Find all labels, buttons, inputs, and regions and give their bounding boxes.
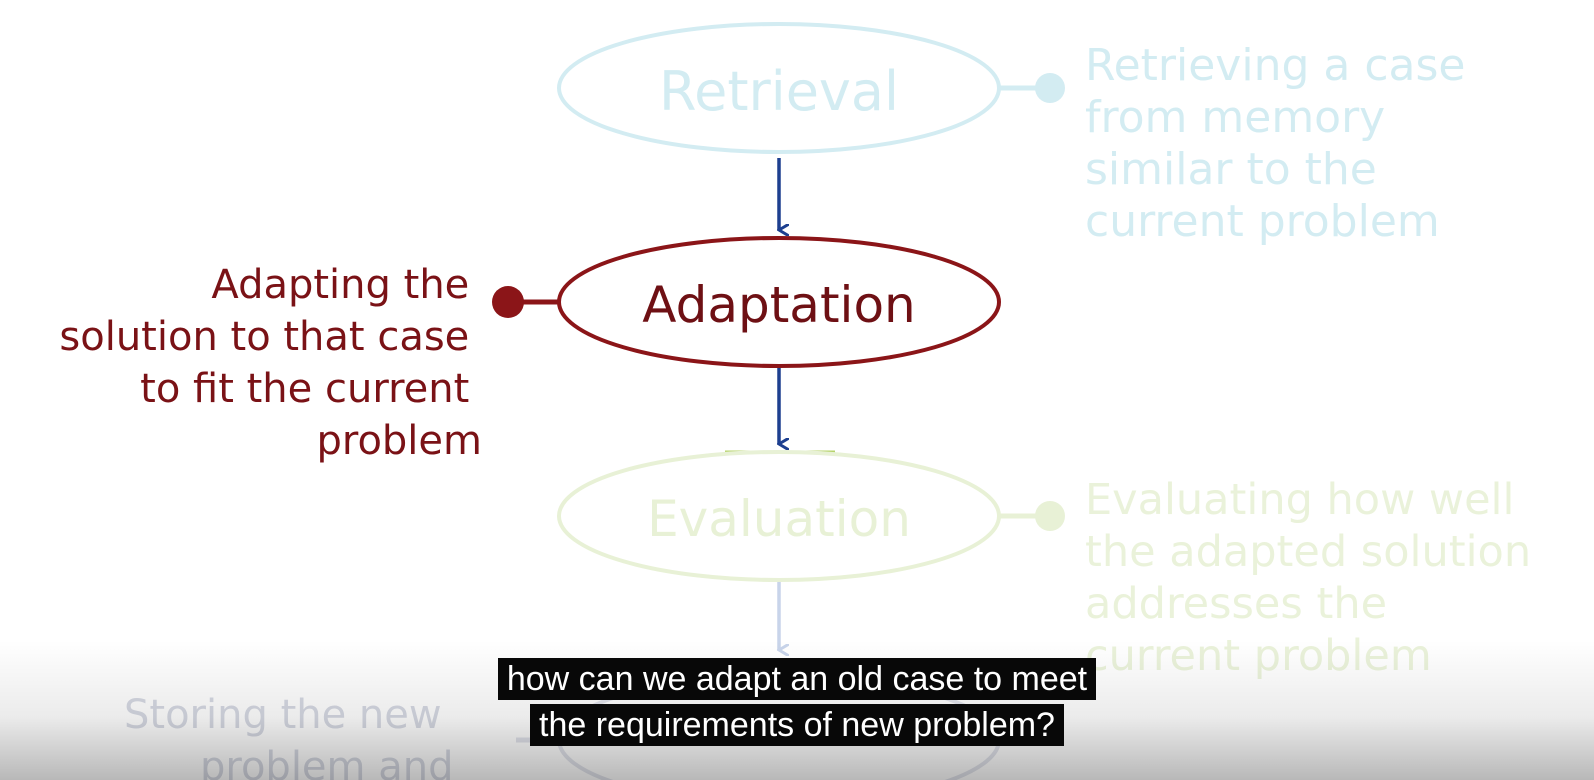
- retrieval-description: Retrieving a case from memory similar to…: [1085, 40, 1479, 247]
- retrieval-dot: [1035, 73, 1065, 103]
- adaptation-label: Adaptation: [642, 276, 915, 334]
- storage-description: Storing the new problem and: [124, 692, 454, 780]
- subtitle-captions: how can we adapt an old case to meet the…: [0, 658, 1594, 750]
- caption-line-1: how can we adapt an old case to meet: [497, 658, 1097, 700]
- retrieval-label: Retrieval: [659, 60, 899, 123]
- evaluation-label: Evaluation: [647, 490, 911, 548]
- caption-line-2: the requirements of new problem?: [530, 704, 1064, 746]
- evaluation-description: Evaluating how well the adapted solution…: [1085, 475, 1545, 681]
- adaptation-step: Adaptation Adapting the solution to that…: [59, 236, 1001, 464]
- adaptation-dot: [492, 286, 524, 318]
- retrieval-step: Retrieval Retrieving a case from memory …: [557, 22, 1479, 247]
- adaptation-description: Adapting the solution to that case to fi…: [59, 262, 482, 464]
- evaluation-dot: [1035, 501, 1065, 531]
- evaluation-step: Evaluation Evaluating how well the adapt…: [557, 450, 1545, 681]
